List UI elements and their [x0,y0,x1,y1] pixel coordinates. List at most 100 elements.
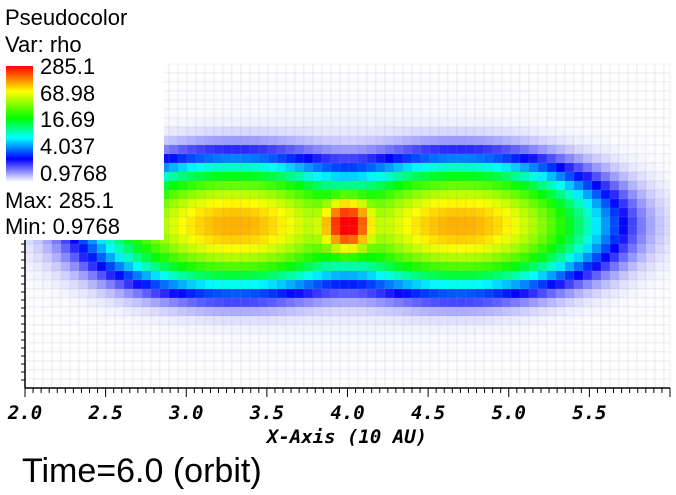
density-cell [627,333,638,344]
density-cell [105,288,116,299]
density-cell [51,261,62,272]
density-cell [312,162,323,173]
density-cell [168,216,179,227]
density-cell [240,153,251,164]
density-cell [177,117,188,128]
density-cell [384,297,395,308]
density-cell [429,99,440,110]
density-cell [24,315,35,326]
density-cell [132,342,143,353]
density-cell [609,342,620,353]
density-cell [132,306,143,317]
density-cell [546,252,557,263]
density-cell [456,189,467,200]
density-cell [429,81,440,92]
density-cell [429,171,440,182]
density-cell [555,189,566,200]
density-cell [447,360,458,371]
density-cell [600,216,611,227]
density-cell [294,180,305,191]
density-cell [258,315,269,326]
density-cell [447,234,458,245]
density-cell [195,207,206,218]
density-cell [330,198,341,209]
density-cell [555,153,566,164]
density-cell [564,216,575,227]
density-cell [168,207,179,218]
density-cell [546,126,557,137]
density-cell [114,270,125,281]
density-cell [213,63,224,74]
density-cell [330,297,341,308]
density-cell [357,189,368,200]
density-cell [276,369,287,380]
density-cell [231,351,242,362]
density-cell [132,288,143,299]
density-cell [51,378,62,389]
density-cell [348,270,359,281]
density-cell [555,180,566,191]
density-cell [456,207,467,218]
density-cell [357,90,368,101]
density-cell [654,72,665,83]
density-cell [105,315,116,326]
density-cell [366,315,377,326]
density-cell [492,171,503,182]
density-cell [519,252,530,263]
density-cell [78,360,89,371]
density-cell [159,342,170,353]
density-cell [600,288,611,299]
density-cell [429,162,440,173]
density-cell [384,198,395,209]
density-cell [42,351,53,362]
density-cell [564,243,575,254]
density-cell [42,360,53,371]
density-cell [60,315,71,326]
density-cell [204,225,215,236]
density-cell [618,162,629,173]
density-cell [546,171,557,182]
density-cell [582,270,593,281]
density-cell [456,252,467,263]
density-cell [429,189,440,200]
density-cell [321,108,332,119]
density-cell [51,306,62,317]
density-cell [654,63,665,74]
density-cell [429,207,440,218]
density-cell [564,135,575,146]
density-cell [636,342,647,353]
density-cell [186,135,197,146]
density-cell [231,378,242,389]
density-cell [384,234,395,245]
density-cell [222,270,233,281]
density-cell [555,90,566,101]
density-cell [204,153,215,164]
density-cell [510,135,521,146]
density-cell [645,333,656,344]
density-cell [159,261,170,272]
density-cell [465,171,476,182]
density-cell [591,144,602,155]
density-cell [573,81,584,92]
density-cell [213,216,224,227]
density-cell [645,378,656,389]
density-cell [438,144,449,155]
density-cell [393,369,404,380]
density-cell [474,81,485,92]
density-cell [375,216,386,227]
density-cell [276,252,287,263]
density-cell [564,351,575,362]
density-cell [195,342,206,353]
density-cell [312,90,323,101]
density-cell [123,342,134,353]
density-cell [528,378,539,389]
density-cell [519,117,530,128]
density-cell [276,171,287,182]
density-cell [51,360,62,371]
density-cell [87,351,98,362]
density-cell [492,243,503,254]
density-cell [321,90,332,101]
density-cell [600,135,611,146]
density-cell [276,90,287,101]
density-cell [204,108,215,119]
